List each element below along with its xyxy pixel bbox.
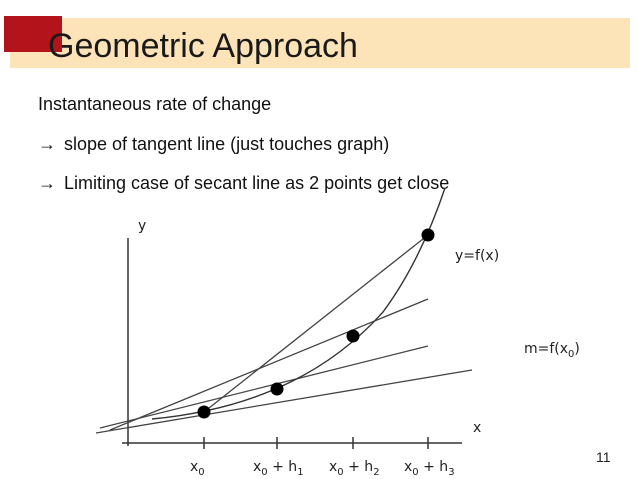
y-axis-label: y (138, 218, 146, 234)
tangent-line (95, 369, 473, 434)
arrow-right-icon: → (38, 134, 56, 154)
point-x0-h3 (421, 228, 435, 242)
title-accent-block (4, 16, 62, 52)
secant-line-h2 (109, 298, 429, 431)
bullet-1: Instantaneous rate of change (38, 93, 271, 115)
arrow-right-icon: → (38, 173, 56, 193)
page-number: 11 (596, 449, 611, 465)
bullet-3: → Limiting case of secant line as 2 point… (38, 172, 449, 194)
tick-label-x0-h2: x0 + h2 (329, 459, 380, 478)
bullet-3-text: Limiting case of secant line as 2 points… (64, 173, 450, 193)
title-band (10, 18, 630, 68)
tangent-slope-label: m=f(x0) (524, 341, 580, 360)
bullet-2-text: slope of tangent line (just touches grap… (64, 134, 390, 154)
x-axis-label: x (473, 420, 481, 436)
curve-label: y=f(x) (455, 248, 499, 264)
function-curve (151, 187, 446, 420)
tick-label-x0: x0 (190, 459, 205, 478)
point-x0 (197, 405, 211, 419)
point-x0-h1 (270, 382, 284, 396)
bullet-2: → slope of tangent line (just touches gra… (38, 133, 389, 155)
tick-label-x0-h3: x0 + h3 (404, 459, 455, 478)
tick-label-x0-h1: x0 + h1 (253, 459, 304, 478)
point-x0-h2 (346, 329, 360, 343)
slide-title: Geometric Approach (48, 27, 358, 65)
secant-line-h3 (203, 234, 429, 413)
bullet-1-text: Instantaneous rate of change (38, 94, 272, 114)
secant-line-h1 (99, 345, 429, 429)
